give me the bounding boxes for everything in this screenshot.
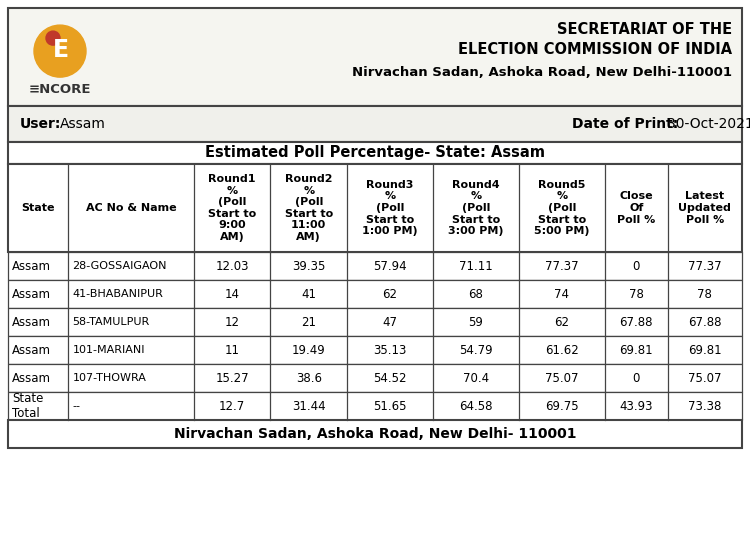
Text: 15.27: 15.27 — [215, 372, 249, 384]
Text: 59: 59 — [469, 316, 484, 328]
Text: 12.03: 12.03 — [215, 260, 249, 272]
Text: 28-GOSSAIGAON: 28-GOSSAIGAON — [73, 261, 167, 271]
Bar — [8, 392, 742, 420]
Text: Round2
%
(Poll
Start to
11:00
AM): Round2 % (Poll Start to 11:00 AM) — [285, 174, 333, 242]
Text: 41: 41 — [302, 287, 316, 301]
Text: User:: User: — [20, 117, 62, 131]
Bar — [8, 8, 742, 106]
Text: 19.49: 19.49 — [292, 343, 326, 357]
Text: 69.81: 69.81 — [688, 343, 722, 357]
Text: 12: 12 — [225, 316, 240, 328]
Text: 61.62: 61.62 — [545, 343, 579, 357]
Text: Assam: Assam — [60, 117, 106, 131]
Text: 35.13: 35.13 — [374, 343, 406, 357]
Text: 0: 0 — [633, 372, 640, 384]
Text: 14: 14 — [225, 287, 240, 301]
Bar — [8, 336, 742, 364]
Text: 0: 0 — [633, 260, 640, 272]
Text: 11: 11 — [225, 343, 240, 357]
Text: Round1
%
(Poll
Start to
9:00
AM): Round1 % (Poll Start to 9:00 AM) — [208, 174, 256, 242]
Bar — [8, 420, 742, 448]
Text: Assam: Assam — [12, 343, 51, 357]
Text: Round4
%
(Poll
Start to
3:00 PM): Round4 % (Poll Start to 3:00 PM) — [448, 180, 504, 236]
Text: 51.65: 51.65 — [374, 400, 406, 413]
Text: 78: 78 — [698, 287, 712, 301]
Bar — [8, 364, 742, 392]
Text: Assam: Assam — [12, 260, 51, 272]
Text: 31.44: 31.44 — [292, 400, 326, 413]
Text: 73.38: 73.38 — [688, 400, 722, 413]
Text: 47: 47 — [382, 316, 398, 328]
Text: Round3
%
(Poll
Start to
1:00 PM): Round3 % (Poll Start to 1:00 PM) — [362, 180, 418, 236]
Text: State: State — [22, 203, 55, 213]
Text: Nirvachan Sadan, Ashoka Road, New Delhi- 110001: Nirvachan Sadan, Ashoka Road, New Delhi-… — [174, 427, 576, 441]
Text: 107-THOWRA: 107-THOWRA — [73, 373, 146, 383]
Bar — [8, 252, 742, 280]
Text: Assam: Assam — [12, 287, 51, 301]
Text: 78: 78 — [629, 287, 644, 301]
Text: E: E — [53, 38, 69, 62]
Text: 69.75: 69.75 — [545, 400, 579, 413]
Text: 57.94: 57.94 — [374, 260, 407, 272]
Text: 58-TAMULPUR: 58-TAMULPUR — [73, 317, 150, 327]
Text: 30-Oct-2021 08:08 pm: 30-Oct-2021 08:08 pm — [667, 117, 750, 131]
Text: 62: 62 — [382, 287, 398, 301]
Text: AC No & Name: AC No & Name — [86, 203, 176, 213]
Text: 77.37: 77.37 — [688, 260, 722, 272]
Text: 101-MARIANI: 101-MARIANI — [73, 345, 145, 355]
Text: Assam: Assam — [12, 372, 51, 384]
Text: 54.79: 54.79 — [459, 343, 493, 357]
Text: 39.35: 39.35 — [292, 260, 326, 272]
Text: Latest
Updated
Poll %: Latest Updated Poll % — [679, 191, 731, 224]
Text: 41-BHABANIPUR: 41-BHABANIPUR — [73, 289, 164, 299]
Text: State
Total: State Total — [12, 392, 44, 420]
Text: Estimated Poll Percentage- State: Assam: Estimated Poll Percentage- State: Assam — [205, 146, 545, 160]
Text: 70.4: 70.4 — [463, 372, 489, 384]
Text: 67.88: 67.88 — [688, 316, 722, 328]
Bar — [8, 280, 742, 308]
Text: SECRETARIAT OF THE: SECRETARIAT OF THE — [556, 22, 732, 37]
Circle shape — [46, 31, 60, 45]
Text: Close
Of
Poll %: Close Of Poll % — [617, 191, 656, 224]
Text: 75.07: 75.07 — [545, 372, 579, 384]
Text: Date of Print:: Date of Print: — [572, 117, 678, 131]
Text: 62: 62 — [554, 316, 569, 328]
Text: 38.6: 38.6 — [296, 372, 322, 384]
Text: 54.52: 54.52 — [374, 372, 406, 384]
Text: 68: 68 — [469, 287, 484, 301]
Text: --: -- — [73, 401, 80, 411]
Text: 69.81: 69.81 — [620, 343, 653, 357]
Text: 71.11: 71.11 — [459, 260, 493, 272]
Text: 12.7: 12.7 — [219, 400, 245, 413]
Circle shape — [34, 25, 86, 77]
Bar — [8, 142, 742, 164]
Text: 77.37: 77.37 — [545, 260, 579, 272]
Text: 43.93: 43.93 — [620, 400, 653, 413]
Text: Assam: Assam — [12, 316, 51, 328]
Bar — [8, 164, 742, 252]
Text: 75.07: 75.07 — [688, 372, 722, 384]
Bar — [8, 308, 742, 336]
Text: ELECTION COMMISSION OF INDIA: ELECTION COMMISSION OF INDIA — [458, 43, 732, 58]
Text: 74: 74 — [554, 287, 569, 301]
Text: 67.88: 67.88 — [620, 316, 653, 328]
Text: 64.58: 64.58 — [459, 400, 493, 413]
Text: Nirvachan Sadan, Ashoka Road, New Delhi-110001: Nirvachan Sadan, Ashoka Road, New Delhi-… — [352, 67, 732, 79]
Text: 21: 21 — [302, 316, 316, 328]
Text: ≡NCORE: ≡NCORE — [28, 83, 92, 96]
Bar — [8, 106, 742, 142]
Text: Round5
%
(Poll
Start to
5:00 PM): Round5 % (Poll Start to 5:00 PM) — [534, 180, 590, 236]
